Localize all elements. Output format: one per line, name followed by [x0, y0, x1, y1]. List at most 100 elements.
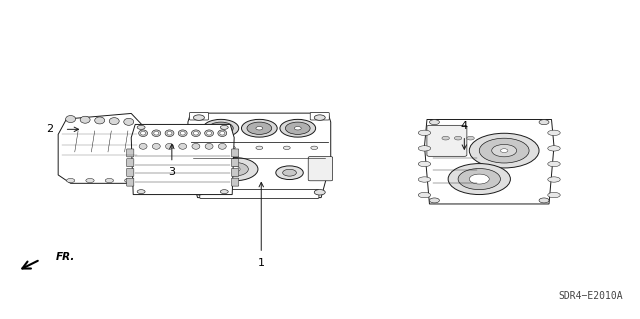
Ellipse shape: [419, 161, 431, 167]
Ellipse shape: [152, 130, 161, 137]
Ellipse shape: [166, 144, 173, 149]
Ellipse shape: [141, 131, 145, 135]
Circle shape: [492, 145, 516, 157]
Polygon shape: [188, 113, 331, 197]
Polygon shape: [58, 114, 141, 183]
Circle shape: [209, 122, 233, 134]
Ellipse shape: [137, 141, 145, 145]
Ellipse shape: [154, 131, 159, 135]
Circle shape: [276, 166, 303, 180]
Ellipse shape: [66, 115, 76, 122]
Ellipse shape: [179, 130, 187, 137]
Ellipse shape: [95, 117, 105, 124]
Circle shape: [137, 125, 145, 129]
Ellipse shape: [419, 146, 431, 151]
Ellipse shape: [205, 130, 214, 137]
FancyBboxPatch shape: [186, 161, 211, 194]
FancyBboxPatch shape: [232, 149, 239, 157]
Circle shape: [256, 146, 263, 150]
FancyBboxPatch shape: [127, 168, 134, 176]
Circle shape: [193, 115, 204, 120]
Ellipse shape: [139, 144, 147, 149]
FancyBboxPatch shape: [427, 125, 467, 156]
Ellipse shape: [124, 118, 134, 125]
Circle shape: [256, 127, 263, 130]
Circle shape: [201, 146, 208, 150]
Ellipse shape: [137, 158, 145, 163]
FancyBboxPatch shape: [232, 159, 239, 167]
Text: 4: 4: [461, 121, 468, 131]
Circle shape: [448, 164, 511, 195]
Ellipse shape: [109, 118, 119, 125]
FancyBboxPatch shape: [127, 178, 134, 186]
Ellipse shape: [207, 131, 212, 135]
Ellipse shape: [548, 161, 560, 167]
Ellipse shape: [80, 116, 90, 123]
Ellipse shape: [419, 130, 431, 136]
Ellipse shape: [165, 130, 174, 137]
Ellipse shape: [193, 131, 198, 135]
Ellipse shape: [179, 144, 187, 149]
Circle shape: [220, 190, 228, 194]
Ellipse shape: [548, 177, 560, 182]
Ellipse shape: [548, 130, 560, 136]
Ellipse shape: [218, 144, 227, 149]
Circle shape: [125, 178, 133, 182]
Circle shape: [241, 119, 277, 137]
Circle shape: [469, 133, 539, 168]
Circle shape: [211, 158, 258, 181]
Circle shape: [105, 178, 113, 182]
Circle shape: [229, 167, 240, 172]
Ellipse shape: [137, 167, 145, 172]
Circle shape: [67, 178, 75, 182]
FancyBboxPatch shape: [127, 159, 134, 167]
FancyBboxPatch shape: [308, 157, 333, 181]
FancyBboxPatch shape: [200, 189, 319, 198]
Circle shape: [442, 136, 449, 140]
Text: 2: 2: [46, 124, 53, 134]
Circle shape: [221, 162, 248, 176]
Ellipse shape: [548, 192, 560, 198]
Circle shape: [284, 146, 290, 150]
Text: FR.: FR.: [56, 252, 76, 262]
FancyBboxPatch shape: [232, 178, 239, 186]
Circle shape: [539, 120, 549, 125]
Circle shape: [193, 189, 204, 195]
Text: 3: 3: [168, 167, 175, 177]
Circle shape: [220, 125, 228, 129]
Circle shape: [247, 122, 272, 134]
Ellipse shape: [220, 131, 225, 135]
Circle shape: [429, 198, 440, 203]
Circle shape: [294, 127, 301, 130]
Circle shape: [429, 120, 440, 125]
FancyBboxPatch shape: [127, 149, 134, 157]
Circle shape: [280, 119, 316, 137]
Circle shape: [228, 146, 236, 150]
Ellipse shape: [192, 144, 200, 149]
Circle shape: [500, 149, 508, 152]
Ellipse shape: [419, 192, 431, 198]
Ellipse shape: [205, 144, 213, 149]
FancyBboxPatch shape: [310, 113, 329, 120]
Circle shape: [479, 138, 529, 163]
Circle shape: [285, 122, 310, 134]
Ellipse shape: [137, 132, 145, 137]
FancyBboxPatch shape: [232, 168, 239, 176]
Circle shape: [283, 169, 296, 176]
Circle shape: [454, 136, 462, 140]
Ellipse shape: [167, 131, 172, 135]
Circle shape: [467, 136, 474, 140]
FancyBboxPatch shape: [189, 113, 209, 120]
Ellipse shape: [218, 130, 227, 137]
Ellipse shape: [180, 131, 185, 135]
Ellipse shape: [548, 146, 560, 151]
Circle shape: [311, 146, 317, 150]
Polygon shape: [424, 120, 554, 204]
Circle shape: [218, 127, 225, 130]
Ellipse shape: [137, 149, 145, 154]
Circle shape: [539, 198, 549, 203]
Circle shape: [314, 115, 325, 120]
Ellipse shape: [152, 144, 160, 149]
Polygon shape: [131, 124, 234, 195]
Text: SDR4−E2010A: SDR4−E2010A: [559, 291, 623, 301]
